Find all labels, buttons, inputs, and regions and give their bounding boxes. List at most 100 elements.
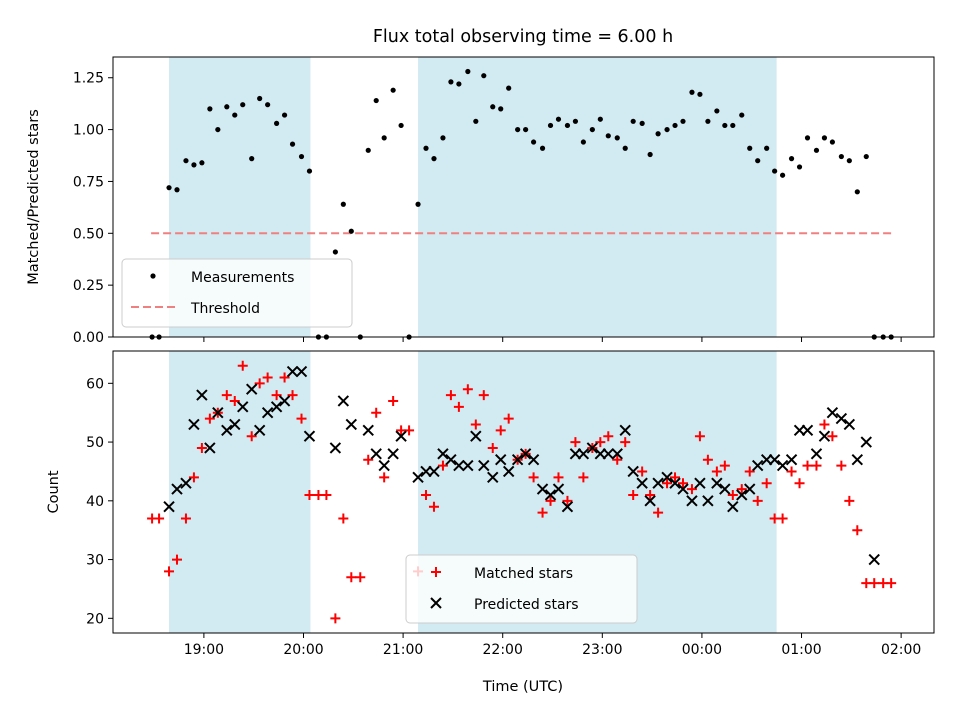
- predicted-stars-point: [686, 495, 698, 507]
- predicted-stars-point: [768, 453, 781, 466]
- matched-stars-point: [196, 442, 207, 453]
- y-tick-label: 40: [86, 494, 104, 510]
- matched-stars-point: [711, 466, 722, 477]
- measurement-point: [630, 118, 636, 124]
- legend-box: [405, 554, 638, 624]
- matched-stars-point: [637, 466, 648, 477]
- matched-stars-point: [794, 478, 805, 489]
- legend-label: Measurements: [191, 270, 294, 286]
- matched-stars-point: [645, 489, 656, 500]
- predicted-stars-point: [785, 453, 798, 466]
- predicted-stars-point: [229, 418, 241, 431]
- measurement-point: [854, 189, 860, 195]
- matched-stars-point: [670, 472, 681, 483]
- predicted-stars-point: [462, 459, 474, 472]
- measurement-point: [697, 91, 703, 97]
- predicted-stars-point: [171, 483, 183, 495]
- x-tick-label: 20:00: [283, 642, 323, 658]
- measurement-point: [207, 106, 213, 112]
- ratio-panel: 0.00 0.25 0.50 0.75 1.00 1.25 Measurements Thre…: [73, 56, 935, 346]
- measurement-point: [564, 122, 571, 129]
- matched-stars-point: [262, 372, 273, 383]
- matched-stars-point: [478, 390, 489, 401]
- predicted-stars-point: [544, 489, 557, 501]
- legend: Measurements Threshold: [121, 258, 353, 328]
- predicted-stars-point: [611, 448, 623, 460]
- x-tick-label: 22:00: [483, 642, 523, 658]
- matched-stars-point: [503, 413, 514, 424]
- matched-stars-point: [321, 489, 332, 500]
- predicted-stars-point: [694, 477, 706, 489]
- predicted-stars-point: [851, 453, 864, 466]
- measurement-point: [340, 201, 346, 207]
- measurement-point: [265, 102, 271, 108]
- predicted-stars-point: [669, 477, 681, 489]
- measurement-point: [465, 68, 471, 75]
- measurement-point: [788, 156, 795, 162]
- predicted-stars-point: [511, 453, 524, 466]
- axes-frame: [112, 350, 935, 634]
- matched-stars-point: [628, 489, 639, 500]
- measurement-point: [689, 89, 695, 95]
- legend: Matched stars Predicted stars: [405, 554, 638, 624]
- predicted-stars-point: [561, 500, 574, 513]
- predicted-stars-point: [736, 489, 748, 501]
- measurement-point: [232, 112, 238, 118]
- measurement-point: [772, 168, 778, 174]
- matched-stars-point: [421, 489, 432, 500]
- predicted-stars-point: [362, 424, 374, 437]
- matched-stars-point: [702, 454, 713, 465]
- measurement-point: [183, 158, 189, 164]
- matched-stars-point: [287, 390, 298, 401]
- predicted-stars-point: [677, 483, 689, 495]
- predicted-stars-point: [719, 483, 731, 495]
- measurement-point: [481, 73, 487, 79]
- measurement-point: [249, 156, 255, 162]
- x-axis-label: Time (UTC): [482, 679, 563, 695]
- measurement-point: [298, 153, 305, 160]
- predicted-stars-point: [412, 471, 424, 484]
- matched-stars-point: [379, 472, 390, 483]
- predicted-stars-point: [619, 424, 631, 437]
- matched-stars-point: [562, 495, 573, 506]
- measurement-point: [215, 126, 221, 133]
- measurement-point: [572, 118, 579, 124]
- measurement-point: [431, 156, 437, 162]
- matched-stars-point: [470, 419, 481, 430]
- y-tick-label: 0.50: [73, 226, 104, 242]
- predicted-stars-point: [826, 406, 839, 419]
- predicted-stars-point: [453, 459, 465, 472]
- measurement-point: [498, 106, 504, 112]
- matched-stars-point: [545, 495, 556, 506]
- matched-stars-point: [254, 378, 265, 389]
- measurement-point: [821, 135, 828, 141]
- predicted-stars-point: [337, 395, 350, 407]
- matched-stars-point: [761, 478, 772, 489]
- measurement-point: [680, 118, 686, 124]
- measurement-point: [490, 104, 496, 110]
- predicted-stars-point: [345, 418, 358, 431]
- measurement-point: [829, 139, 836, 145]
- legend-label: Matched stars: [474, 566, 573, 582]
- matched-stars-point: [404, 425, 415, 436]
- matched-stars-point: [620, 437, 631, 448]
- legend-dot-icon: [150, 273, 156, 279]
- y-tick-label: 0.25: [73, 278, 104, 294]
- matched-stars-point: [271, 390, 282, 401]
- predicted-stars-point: [860, 436, 872, 448]
- predicted-stars-point: [245, 383, 258, 395]
- measurement-point: [647, 151, 653, 158]
- legend-label: Predicted stars: [474, 597, 579, 613]
- matched-stars-point: [869, 578, 880, 589]
- measurement-point: [224, 104, 230, 110]
- matched-stars-point: [154, 513, 165, 524]
- predicted-stars-point: [378, 459, 390, 472]
- measurement-point: [730, 122, 736, 129]
- matched-stars-point: [338, 513, 349, 524]
- predicted-stars-point: [395, 430, 407, 442]
- x-tick-label: 23:00: [582, 642, 622, 658]
- measurement-point: [289, 141, 296, 147]
- matched-stars-point: [330, 613, 341, 624]
- predicted-stars-point: [652, 477, 664, 489]
